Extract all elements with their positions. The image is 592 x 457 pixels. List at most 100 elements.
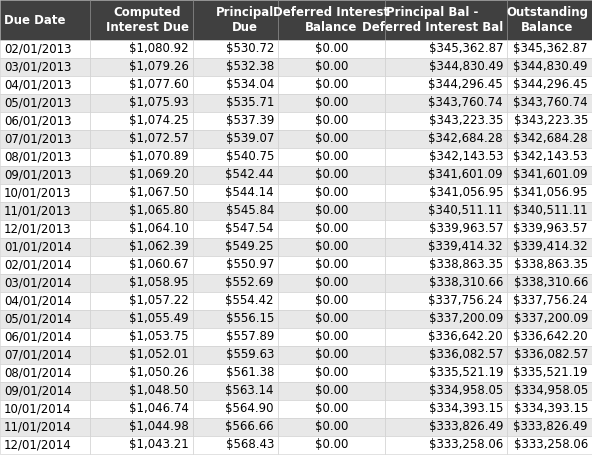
Text: $344,296.45: $344,296.45	[428, 79, 503, 91]
Text: $544.14: $544.14	[226, 186, 274, 200]
Bar	[0, 238, 90, 256]
Text: $0.00: $0.00	[315, 403, 348, 415]
Text: $337,200.09: $337,200.09	[514, 313, 588, 325]
Text: $333,258.06: $333,258.06	[429, 439, 503, 452]
Text: $333,826.49: $333,826.49	[429, 420, 503, 434]
Bar	[90, 58, 193, 76]
Bar	[90, 76, 193, 94]
Bar	[193, 274, 278, 292]
Text: Due Date: Due Date	[4, 14, 66, 27]
Bar	[193, 220, 278, 238]
Bar	[193, 436, 278, 454]
Bar	[0, 382, 90, 400]
Text: $540.75: $540.75	[226, 150, 274, 164]
Text: 09/01/2014: 09/01/2014	[4, 384, 72, 398]
Bar	[507, 130, 592, 148]
Bar	[385, 292, 507, 310]
Text: Principal Bal -
Deferred Interest Bal: Principal Bal - Deferred Interest Bal	[362, 6, 503, 34]
Text: $1,074.25: $1,074.25	[129, 115, 189, 128]
Text: $341,601.09: $341,601.09	[429, 169, 503, 181]
Text: $339,963.57: $339,963.57	[513, 223, 588, 235]
Bar	[385, 436, 507, 454]
Bar	[90, 130, 193, 148]
Bar	[278, 0, 385, 40]
Text: Principal
Due: Principal Due	[215, 6, 274, 34]
Bar	[90, 202, 193, 220]
Bar	[90, 94, 193, 112]
Bar	[278, 76, 385, 94]
Text: $0.00: $0.00	[315, 259, 348, 271]
Bar	[0, 418, 90, 436]
Bar	[385, 58, 507, 76]
Text: $1,080.92: $1,080.92	[130, 43, 189, 55]
Text: $0.00: $0.00	[315, 223, 348, 235]
Text: $344,296.45: $344,296.45	[513, 79, 588, 91]
Bar	[90, 400, 193, 418]
Bar	[193, 112, 278, 130]
Text: $550.97: $550.97	[226, 259, 274, 271]
Bar	[507, 40, 592, 58]
Text: $343,223.35: $343,223.35	[514, 115, 588, 128]
Bar	[0, 130, 90, 148]
Bar	[0, 220, 90, 238]
Text: $339,963.57: $339,963.57	[429, 223, 503, 235]
Text: $0.00: $0.00	[315, 349, 348, 361]
Text: $1,050.26: $1,050.26	[130, 367, 189, 379]
Text: $0.00: $0.00	[315, 43, 348, 55]
Text: $1,067.50: $1,067.50	[130, 186, 189, 200]
Text: $333,258.06: $333,258.06	[514, 439, 588, 452]
Text: $557.89: $557.89	[226, 330, 274, 344]
Bar	[507, 166, 592, 184]
Bar	[278, 292, 385, 310]
Text: $1,052.01: $1,052.01	[130, 349, 189, 361]
Bar	[385, 202, 507, 220]
Bar	[385, 184, 507, 202]
Bar	[193, 292, 278, 310]
Bar	[507, 184, 592, 202]
Bar	[507, 0, 592, 40]
Text: 05/01/2014: 05/01/2014	[4, 313, 72, 325]
Bar	[507, 436, 592, 454]
Text: 08/01/2014: 08/01/2014	[4, 367, 72, 379]
Text: $1,070.89: $1,070.89	[130, 150, 189, 164]
Text: 10/01/2013: 10/01/2013	[4, 186, 72, 200]
Bar	[278, 94, 385, 112]
Bar	[507, 58, 592, 76]
Bar	[90, 112, 193, 130]
Bar	[278, 166, 385, 184]
Bar	[385, 76, 507, 94]
Bar	[0, 0, 90, 40]
Bar	[385, 94, 507, 112]
Bar	[90, 382, 193, 400]
Bar	[507, 346, 592, 364]
Bar	[0, 58, 90, 76]
Text: $566.66: $566.66	[226, 420, 274, 434]
Bar	[193, 0, 278, 40]
Text: $336,642.20: $336,642.20	[429, 330, 503, 344]
Text: $556.15: $556.15	[226, 313, 274, 325]
Text: $545.84: $545.84	[226, 204, 274, 218]
Text: $1,055.49: $1,055.49	[130, 313, 189, 325]
Text: $337,200.09: $337,200.09	[429, 313, 503, 325]
Bar	[278, 112, 385, 130]
Bar	[278, 184, 385, 202]
Bar	[193, 364, 278, 382]
Text: $554.42: $554.42	[226, 294, 274, 308]
Text: 07/01/2014: 07/01/2014	[4, 349, 72, 361]
Text: $337,756.24: $337,756.24	[513, 294, 588, 308]
Text: $0.00: $0.00	[315, 367, 348, 379]
Bar	[193, 418, 278, 436]
Bar	[0, 256, 90, 274]
Bar	[385, 274, 507, 292]
Bar	[90, 274, 193, 292]
Text: $1,044.98: $1,044.98	[129, 420, 189, 434]
Text: $334,393.15: $334,393.15	[429, 403, 503, 415]
Text: $0.00: $0.00	[315, 313, 348, 325]
Bar	[193, 238, 278, 256]
Text: $1,060.67: $1,060.67	[129, 259, 189, 271]
Text: $1,065.80: $1,065.80	[130, 204, 189, 218]
Bar	[90, 418, 193, 436]
Bar	[385, 382, 507, 400]
Text: Outstanding
Balance: Outstanding Balance	[506, 6, 588, 34]
Bar	[507, 238, 592, 256]
